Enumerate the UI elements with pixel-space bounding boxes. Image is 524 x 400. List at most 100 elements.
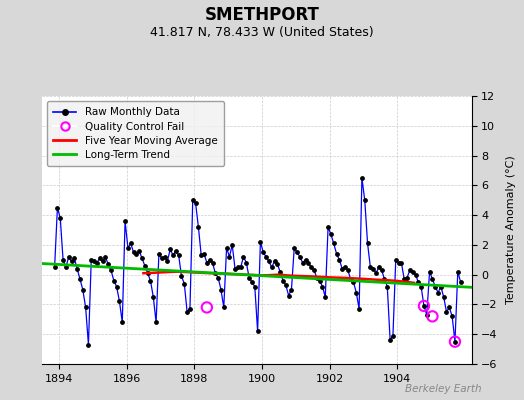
Point [203, 304, 211, 311]
Point [279, 278, 287, 284]
Point [397, 260, 406, 266]
Point [217, 286, 225, 293]
Point [313, 274, 321, 281]
Point [327, 231, 335, 238]
Point [99, 258, 107, 264]
Point [209, 260, 217, 266]
Point [225, 254, 234, 260]
Point [183, 309, 191, 315]
Point [132, 251, 140, 257]
Point [346, 276, 355, 282]
Point [53, 204, 62, 211]
Point [254, 328, 262, 334]
Point [456, 279, 465, 285]
Point [307, 264, 315, 270]
Point [126, 240, 135, 246]
Point [124, 245, 132, 251]
Point [420, 303, 428, 309]
Point [101, 254, 110, 260]
Point [395, 260, 403, 266]
Point [228, 242, 236, 248]
Point [180, 280, 189, 287]
Point [93, 260, 101, 266]
Point [146, 278, 155, 284]
Point [366, 264, 375, 270]
Point [315, 278, 324, 284]
Point [391, 256, 400, 263]
Point [121, 218, 129, 224]
Point [205, 256, 214, 263]
Point [296, 254, 304, 260]
Point [262, 254, 270, 260]
Point [434, 289, 442, 296]
Point [425, 268, 434, 275]
Point [239, 254, 248, 260]
Point [386, 337, 395, 343]
Point [400, 276, 408, 282]
Point [250, 283, 259, 290]
Point [285, 292, 293, 299]
Point [321, 294, 330, 300]
Point [135, 248, 144, 254]
Point [87, 256, 95, 263]
Point [50, 264, 59, 270]
Point [189, 197, 197, 204]
Point [236, 264, 245, 270]
Point [361, 197, 369, 204]
Point [420, 303, 428, 309]
Point [222, 245, 231, 251]
Point [310, 267, 318, 274]
Point [214, 274, 222, 281]
Text: Berkeley Earth: Berkeley Earth [406, 384, 482, 394]
Point [268, 264, 276, 270]
Point [352, 289, 361, 296]
Point [454, 268, 462, 275]
Point [290, 245, 299, 251]
Point [138, 255, 146, 262]
Point [59, 256, 67, 263]
Point [383, 283, 391, 290]
Point [203, 260, 211, 266]
Point [411, 272, 420, 278]
Point [344, 267, 352, 274]
Point [358, 175, 366, 181]
Point [95, 255, 104, 262]
Point [436, 283, 445, 290]
Point [369, 266, 377, 272]
Point [287, 286, 296, 293]
Point [84, 342, 93, 348]
Point [166, 246, 174, 252]
Point [341, 264, 349, 270]
Point [90, 258, 99, 264]
Point [324, 224, 332, 230]
Point [231, 266, 239, 272]
Y-axis label: Temperature Anomaly (°C): Temperature Anomaly (°C) [506, 156, 516, 304]
Point [301, 256, 310, 263]
Point [330, 240, 338, 246]
Point [234, 264, 242, 270]
Point [372, 270, 380, 276]
Point [355, 306, 363, 312]
Point [129, 249, 138, 256]
Point [169, 252, 177, 258]
Point [304, 260, 312, 266]
Point [281, 282, 290, 288]
Point [56, 215, 64, 221]
Point [110, 278, 118, 284]
Point [299, 260, 307, 266]
Point [155, 251, 163, 257]
Point [107, 267, 115, 274]
Point [276, 268, 285, 275]
Point [403, 274, 411, 281]
Point [140, 262, 149, 269]
Point [172, 248, 180, 254]
Point [211, 270, 220, 276]
Point [149, 294, 158, 300]
Point [451, 338, 459, 345]
Point [270, 258, 279, 264]
Point [380, 276, 389, 282]
Point [185, 306, 194, 312]
Point [177, 273, 185, 279]
Point [191, 200, 200, 206]
Text: 41.817 N, 78.433 W (United States): 41.817 N, 78.433 W (United States) [150, 26, 374, 39]
